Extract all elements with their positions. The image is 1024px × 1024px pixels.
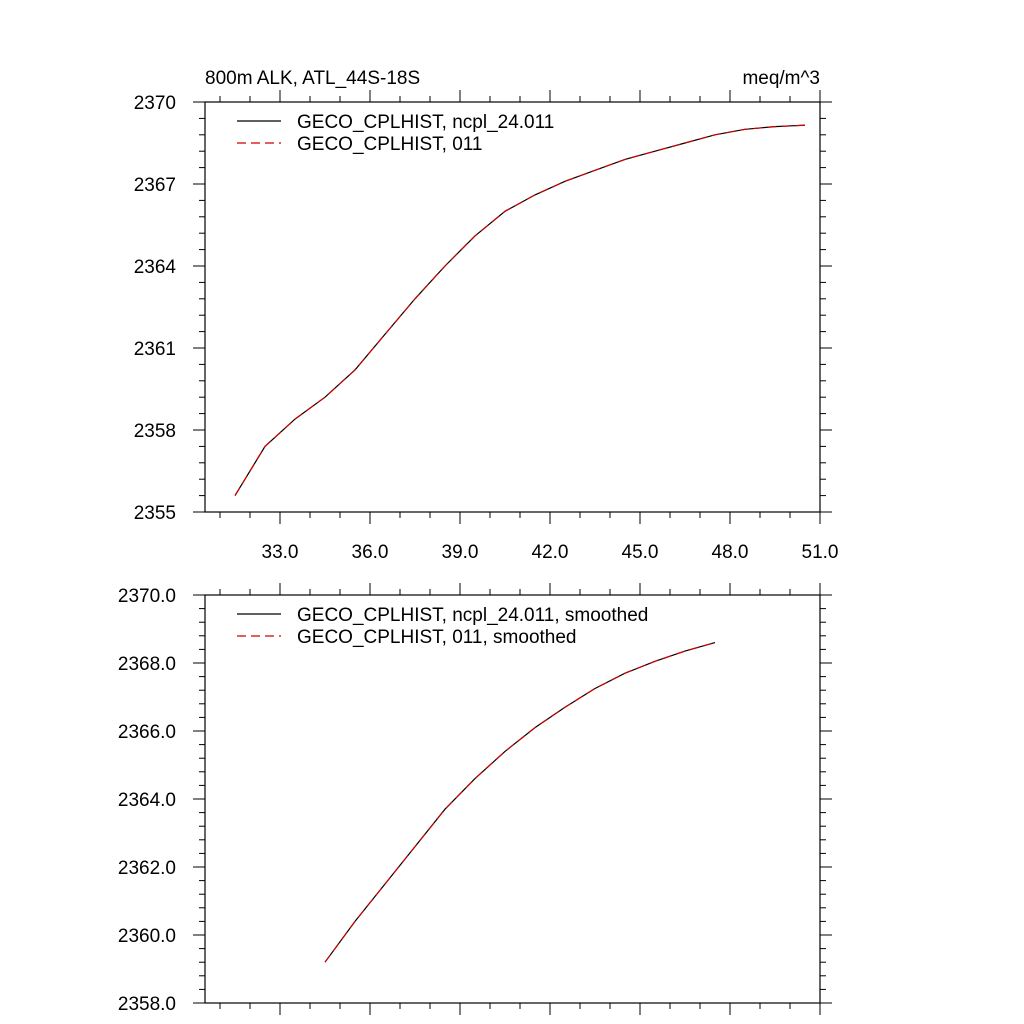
series-line-2 (324, 642, 716, 963)
top-panel: 33.0 36.0 39.0 42.0 45.0 48.0 51.0 2355 2358 2361… (134, 90, 839, 563)
plot-frame (204, 594, 821, 1004)
x-tick-label: 48.0 (712, 542, 749, 563)
y-tick-label: 2368.0 (118, 654, 176, 675)
y-tick-label: 2367 (134, 175, 176, 196)
y-tick-label: 2366.0 (118, 722, 176, 743)
y-tick-label: 2364 (134, 257, 177, 278)
y-tick-label: 2370.0 (118, 586, 176, 607)
bottom-panel: 2358.0 2360.0 2362.0 2364.0 2366.0 2368.0 2370… (118, 583, 832, 1015)
units-label: meq/m^3 (742, 68, 820, 89)
y-tick-label: 2364.0 (118, 790, 176, 811)
series-line-1 (324, 642, 716, 963)
legend-label-2: GECO_CPLHIST, 011 (297, 134, 483, 155)
x-tick-label: 51.0 (802, 542, 839, 563)
legend-label-1: GECO_CPLHIST, ncpl_24.011 (297, 112, 554, 133)
legend-label-1: GECO_CPLHIST, ncpl_24.011, smoothed (297, 605, 648, 626)
x-tick-label: 45.0 (622, 542, 659, 563)
legend-label-2: GECO_CPLHIST, 011, smoothed (297, 627, 577, 648)
x-tick-label: 36.0 (352, 542, 389, 563)
series-line-1 (234, 124, 806, 496)
chart-title: 800m ALK, ATL_44S-18S (205, 68, 420, 89)
x-tick-label: 42.0 (532, 542, 569, 563)
x-tick-label: 39.0 (442, 542, 479, 563)
y-tick-label: 2358.0 (118, 994, 176, 1015)
plot-frame (204, 101, 821, 513)
y-tick-label: 2362.0 (118, 858, 176, 879)
y-tick-label: 2361 (134, 339, 176, 360)
x-tick-label: 33.0 (262, 542, 299, 563)
y-tick-label: 2360.0 (118, 926, 176, 947)
y-tick-label: 2355 (134, 503, 176, 524)
y-tick-label: 2370 (134, 93, 176, 114)
series-line-2 (234, 124, 806, 496)
y-tick-label: 2358 (134, 421, 176, 442)
